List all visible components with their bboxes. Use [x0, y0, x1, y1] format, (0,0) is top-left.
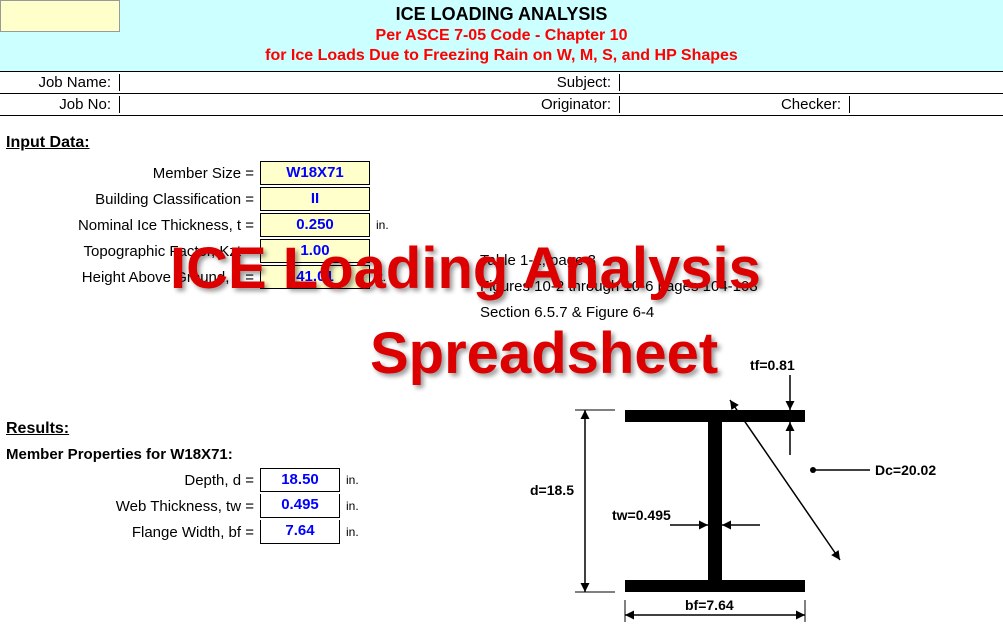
- member-props-suffix: :: [228, 446, 233, 463]
- info-row-2: Job No: Originator: Checker:: [0, 94, 1003, 116]
- dim-d: d=18.5: [530, 482, 574, 498]
- topo-factor-label: Topographic Factor, Kzt =: [30, 243, 260, 260]
- checker-label: Checker:: [740, 96, 850, 113]
- flange-label: Flange Width, bf =: [30, 524, 260, 541]
- job-no-label: Job No:: [0, 96, 120, 113]
- subject-label: Subject:: [530, 74, 620, 91]
- dim-bf: bf=7.64: [685, 597, 734, 613]
- depth-label: Depth, d =: [30, 472, 260, 489]
- dim-tf: tf=0.81: [750, 360, 795, 373]
- height-label: Height Above Ground, z =: [30, 269, 260, 286]
- height-unit: ft.: [370, 270, 386, 284]
- flange-unit: in.: [340, 525, 359, 539]
- title-main: ICE LOADING ANALYSIS: [0, 4, 1003, 25]
- dim-dc: Dc=20.02: [875, 462, 936, 478]
- input-data-header: Input Data:: [6, 134, 1003, 152]
- note-topo-factor: Section 6.5.7 & Figure 6-4: [480, 304, 654, 321]
- title-sub2: for Ice Loads Due to Freezing Rain on W,…: [0, 47, 1003, 65]
- note-building-class: Table 1-1, page 3: [480, 252, 596, 269]
- header-band: ICE LOADING ANALYSIS Per ASCE 7-05 Code …: [0, 0, 1003, 72]
- depth-unit: in.: [340, 473, 359, 487]
- flange-value: 7.64: [260, 520, 340, 544]
- topo-factor-value[interactable]: 1.00: [260, 239, 370, 263]
- corner-cell: [0, 0, 120, 32]
- info-row-1: Job Name: Subject:: [0, 72, 1003, 94]
- member-props-prefix: Member Properties for: [6, 446, 170, 463]
- dim-tw: tw=0.495: [612, 507, 671, 523]
- member-size-value[interactable]: W18X71: [260, 161, 370, 185]
- nominal-ice-label: Nominal Ice Thickness, t =: [30, 217, 260, 234]
- member-props-name: W18X71: [170, 446, 228, 463]
- originator-label: Originator:: [530, 96, 620, 113]
- web-label: Web Thickness, tw =: [30, 498, 260, 515]
- job-name-label: Job Name:: [0, 74, 120, 91]
- building-class-label: Building Classification =: [30, 191, 260, 208]
- member-size-label: Member Size =: [30, 165, 260, 182]
- web-unit: in.: [340, 499, 359, 513]
- nominal-ice-unit: in.: [370, 218, 389, 232]
- height-value[interactable]: 41.01: [260, 265, 370, 289]
- nominal-ice-value[interactable]: 0.250: [260, 213, 370, 237]
- depth-value: 18.50: [260, 468, 340, 492]
- web-value: 0.495: [260, 494, 340, 518]
- beam-diagram: d=18.5 tw=0.495 tf=0.81 bf=7.64 Dc=20.02: [530, 360, 960, 630]
- input-table: Member Size = W18X71 Building Classifica…: [30, 160, 1003, 290]
- building-class-value[interactable]: II: [260, 187, 370, 211]
- title-sub1: Per ASCE 7-05 Code - Chapter 10: [0, 27, 1003, 45]
- note-nominal-ice: Figures 10-2 through 10-6 pages 104-108: [480, 278, 758, 295]
